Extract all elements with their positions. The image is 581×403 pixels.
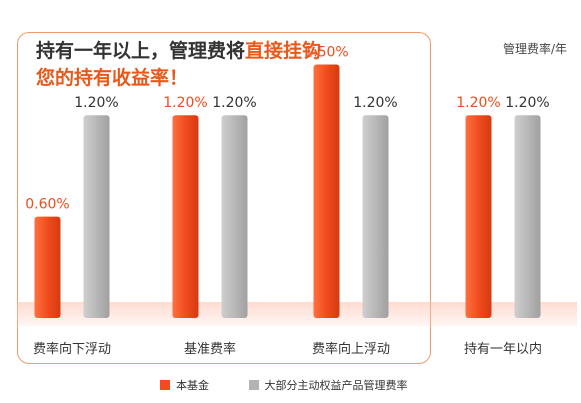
legend-item-fund: 本基金 xyxy=(160,377,209,393)
highlight-frame xyxy=(17,32,431,364)
data-label-peers-3: 1.20% xyxy=(505,95,549,111)
data-label-fund-0: 0.60% xyxy=(25,197,69,213)
data-label-fund-1: 1.20% xyxy=(163,95,207,111)
bar-peers-3 xyxy=(514,115,541,318)
y-axis-unit-label: 管理费率/年 xyxy=(502,42,567,56)
bar-fund-3 xyxy=(465,115,492,318)
headline-line-1: 持有一年以上，管理费将直接挂钩 xyxy=(36,38,426,65)
bar-fund-2 xyxy=(313,64,340,318)
data-label-peers-1: 1.20% xyxy=(212,95,256,111)
legend-swatch-peers xyxy=(248,380,259,390)
data-label-fund-2: 1.50% xyxy=(304,45,348,61)
category-label-2: 费率向上浮动 xyxy=(312,341,390,357)
legend-label-peers: 大部分主动权益产品管理费率 xyxy=(264,379,408,392)
bar-peers-0 xyxy=(83,115,110,318)
headline-highlight-1: 直接挂钩 xyxy=(245,40,322,62)
data-label-fund-3: 1.20% xyxy=(456,95,500,111)
data-label-peers-2: 1.20% xyxy=(353,95,397,111)
legend-label-fund: 本基金 xyxy=(176,379,209,392)
legend-swatch-fund xyxy=(160,380,170,390)
headline: 持有一年以上，管理费将直接挂钩 您的持有收益率！ xyxy=(36,38,426,92)
bar-peers-2 xyxy=(362,115,389,318)
category-label-1: 基准费率 xyxy=(184,341,236,357)
category-label-0: 费率向下浮动 xyxy=(33,341,111,357)
bar-fund-1 xyxy=(172,115,199,318)
legend: 本基金 大部分主动权益产品管理费率 xyxy=(160,377,444,393)
headline-highlight-2: 您的持有收益率！ xyxy=(36,67,189,89)
bar-fund-0 xyxy=(34,216,61,318)
data-label-peers-0: 1.20% xyxy=(74,95,118,111)
category-label-3: 持有一年以内 xyxy=(464,341,542,357)
headline-plain: 持有一年以上，管理费将 xyxy=(36,40,246,62)
bar-peers-1 xyxy=(221,115,248,318)
legend-item-peers: 大部分主动权益产品管理费率 xyxy=(248,377,408,393)
